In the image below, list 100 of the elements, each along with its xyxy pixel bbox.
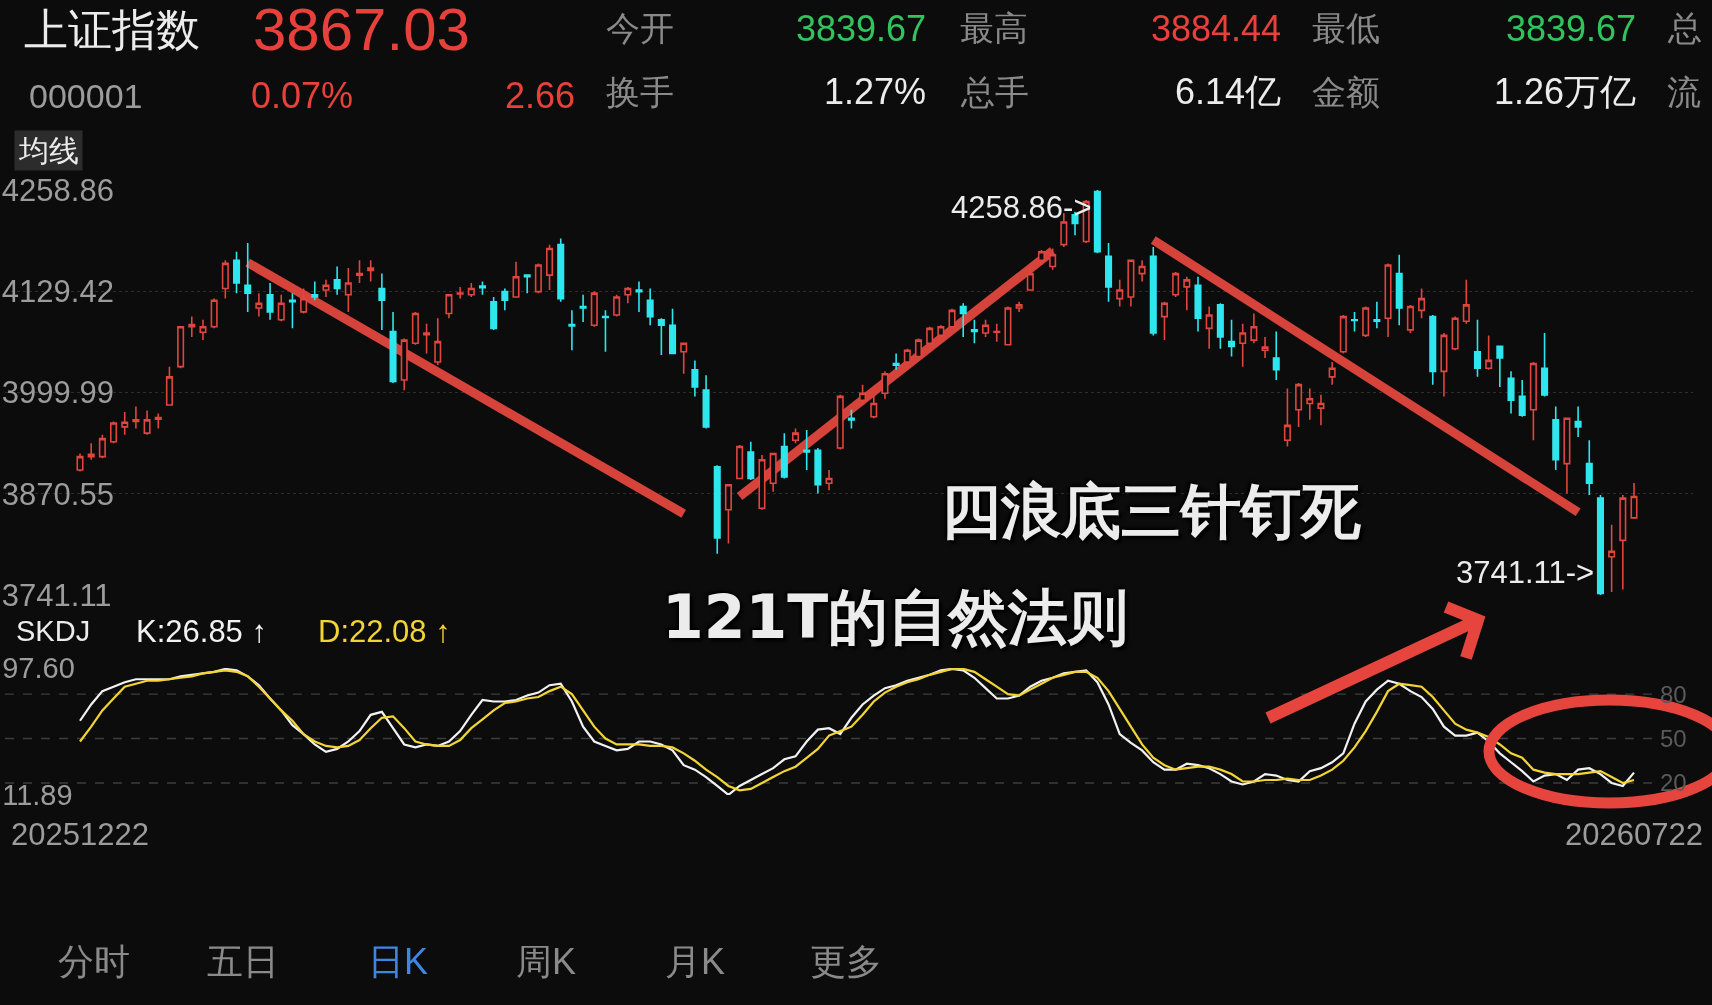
candlestick xyxy=(1507,370,1515,415)
candlestick xyxy=(948,307,956,330)
candlestick xyxy=(1518,379,1526,418)
candlestick xyxy=(624,286,632,305)
candlestick xyxy=(1585,439,1593,496)
candlestick xyxy=(1015,300,1023,313)
text: 今开 xyxy=(606,9,674,47)
y-tick-label: 3870.55 xyxy=(1,476,114,512)
candlestick xyxy=(467,282,475,298)
x-tick-label: 20251222 xyxy=(11,817,149,853)
text: 2.66 xyxy=(505,75,576,116)
text: 最高 xyxy=(960,9,1028,47)
candlestick xyxy=(791,427,800,445)
candlestick xyxy=(445,293,453,319)
candlestick xyxy=(1406,304,1414,334)
candlestick xyxy=(557,237,565,303)
candlestick xyxy=(691,359,699,398)
candlestick xyxy=(501,287,509,312)
candlestick xyxy=(825,469,833,492)
text: 换手 xyxy=(606,73,674,111)
candlestick xyxy=(914,337,923,359)
candlestick xyxy=(1541,332,1549,398)
candlestick xyxy=(478,280,487,296)
candlestick xyxy=(870,392,878,420)
candlestick xyxy=(1328,361,1336,386)
y-tick-label: 3999.99 xyxy=(1,375,114,411)
candlestick xyxy=(1596,494,1604,595)
annotation: 121T的自然法则 xyxy=(662,582,1129,652)
ref-line-label: 20 xyxy=(1660,769,1687,796)
candlestick xyxy=(1004,305,1012,346)
candlestick xyxy=(1485,334,1493,371)
y-tick-label: 11.89 xyxy=(2,779,73,812)
candlestick xyxy=(389,311,397,384)
candlestick xyxy=(1608,523,1616,593)
annotation: 3741.11-> xyxy=(1456,555,1595,590)
candlestick xyxy=(1295,382,1303,428)
candlestick xyxy=(1250,312,1258,345)
candlestick xyxy=(221,259,229,300)
candlestick xyxy=(434,317,442,366)
candlestick xyxy=(1317,394,1325,427)
candlestick xyxy=(423,322,431,355)
candlestick xyxy=(1563,416,1571,495)
candlestick xyxy=(367,259,375,283)
text: 3867.03 xyxy=(253,0,470,63)
candlestick xyxy=(959,302,967,338)
candlestick xyxy=(1172,271,1180,298)
candlestick xyxy=(1552,405,1560,471)
candlestick xyxy=(1116,279,1124,308)
candlestick xyxy=(1619,494,1627,591)
candlestick xyxy=(1194,275,1202,333)
candlestick xyxy=(288,292,296,330)
text: SKDJ xyxy=(16,615,91,647)
candlestick xyxy=(780,432,788,480)
candlestick xyxy=(702,374,710,430)
candlestick xyxy=(534,262,542,294)
candlestick xyxy=(344,267,352,313)
candlestick xyxy=(490,296,498,331)
candlestick xyxy=(1160,300,1168,341)
candlestick xyxy=(277,293,285,323)
candlestick xyxy=(1127,259,1135,308)
y-tick-label: 3741.11 xyxy=(1,577,112,613)
candlestick xyxy=(926,325,934,346)
candlestick xyxy=(456,286,464,300)
text: D:22.08 ↑ xyxy=(318,614,451,649)
candlestick xyxy=(311,280,319,301)
candlestick xyxy=(680,342,688,375)
candlestick xyxy=(590,290,598,328)
candlestick xyxy=(613,293,621,318)
candlestick xyxy=(210,297,218,330)
candlestick xyxy=(98,433,106,459)
candlestick xyxy=(266,282,274,321)
text: 流 xyxy=(1667,73,1701,111)
text: 1.27% xyxy=(824,71,927,112)
candlestick xyxy=(300,287,308,315)
candlestick xyxy=(892,352,900,371)
candlestick xyxy=(188,315,196,338)
text: 均线 xyxy=(18,134,79,167)
series-label: K:26.85 ↑ xyxy=(136,614,267,649)
ref-line-label: 50 xyxy=(1660,725,1687,752)
candlestick xyxy=(1350,311,1359,333)
candlestick xyxy=(970,318,978,345)
candlestick xyxy=(1440,332,1448,398)
text: 3839.67 xyxy=(1506,8,1637,49)
candlestick xyxy=(132,405,140,430)
candlestick xyxy=(1026,265,1034,291)
candlestick xyxy=(1529,361,1537,441)
candlestick xyxy=(1216,302,1224,350)
candlestick xyxy=(724,483,732,545)
candlestick xyxy=(255,292,263,318)
text: 1.26万亿 xyxy=(1494,71,1637,112)
candlestick xyxy=(713,464,721,555)
candlestick xyxy=(232,250,241,294)
candlestick xyxy=(1373,300,1381,330)
candlestick xyxy=(244,242,252,313)
candlestick xyxy=(814,447,822,495)
candlestick xyxy=(1339,314,1347,355)
candlestick xyxy=(154,412,162,430)
text: 金额 xyxy=(1312,73,1380,111)
candlestick xyxy=(400,337,408,391)
chart-subtitle: 000001 xyxy=(29,77,143,115)
